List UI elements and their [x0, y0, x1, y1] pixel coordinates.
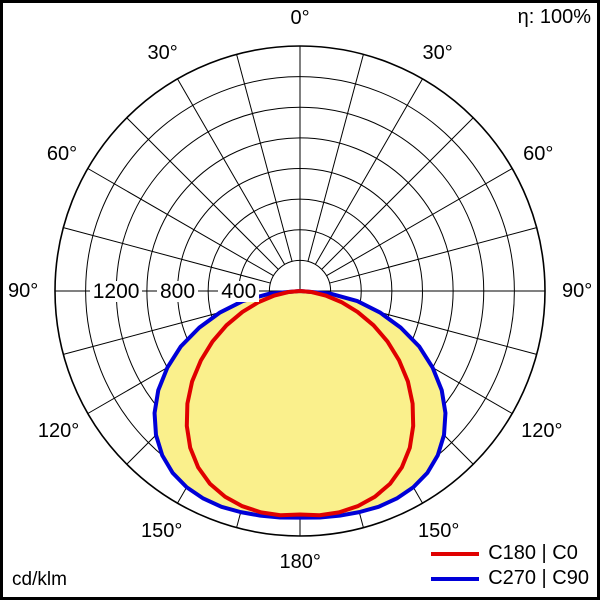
radial-tick-label-1200: 1200 — [89, 280, 143, 302]
angle-label-8: 120° — [37, 419, 80, 442]
polar-plot-svg — [54, 45, 546, 537]
angle-label-11: 30° — [147, 41, 178, 64]
legend-item-c180-c0[interactable]: C180 | C0 — [431, 541, 589, 566]
angle-label-2: 60° — [523, 142, 554, 165]
angle-label-3: 90° — [562, 280, 593, 302]
efficiency-label: η: 100% — [517, 6, 591, 28]
angle-label-0: 0° — [290, 7, 310, 29]
distribution-fill — [154, 291, 446, 518]
angle-label-6: 180° — [279, 551, 321, 573]
angle-label-4: 120° — [521, 419, 563, 442]
radial-tick-label-400: 400 — [218, 280, 260, 302]
legend-label-c180-c0: C180 | C0 — [488, 542, 578, 564]
legend-swatch-blue — [431, 576, 480, 581]
legend-item-c270-c90[interactable]: C270 | C90 — [431, 566, 589, 591]
distribution-curves — [152, 289, 448, 520]
angle-label-7: 150° — [141, 519, 183, 542]
unit-label: cd/klm — [12, 569, 67, 590]
angle-label-1: 30° — [422, 41, 453, 64]
legend-label-c270-c90: C270 | C90 — [488, 567, 589, 589]
angle-label-9: 90° — [8, 280, 39, 302]
angle-label-5: 150° — [418, 519, 460, 542]
radial-tick-label-800: 800 — [157, 280, 199, 302]
legend: C180 | C0 C270 | C90 — [431, 541, 589, 591]
legend-swatch-red — [431, 551, 480, 556]
angle-label-10: 60° — [46, 142, 78, 165]
